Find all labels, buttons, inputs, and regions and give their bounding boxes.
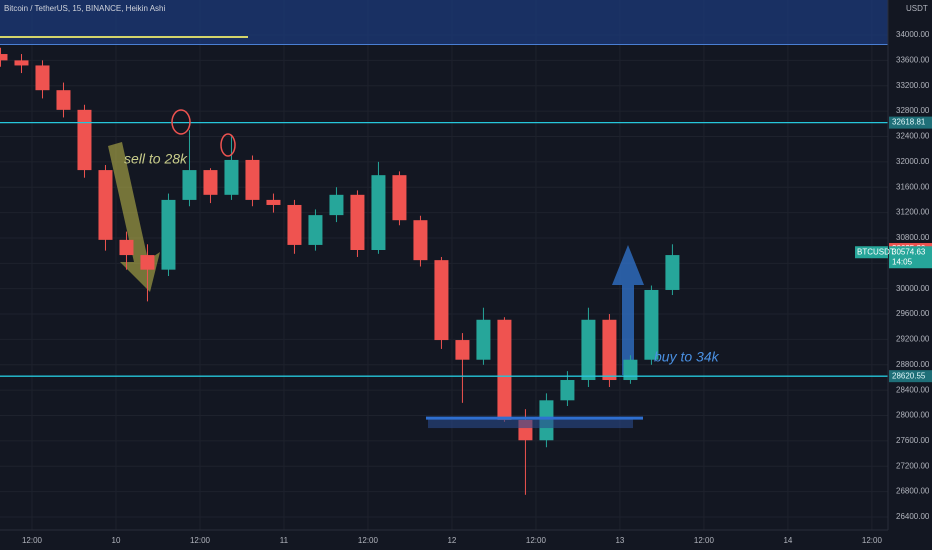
x-tick-label: 12:00: [694, 536, 715, 545]
candle-body: [161, 199, 176, 270]
overlays: [0, 44, 888, 429]
candle-body: [413, 220, 428, 261]
x-tick-label: 10: [112, 536, 121, 545]
candle-body: [644, 289, 659, 360]
symbol-label: BTCUSDT: [857, 247, 895, 256]
candle-body: [665, 255, 680, 290]
y-tick-label: 34000.00: [896, 30, 930, 39]
up-arrow: [612, 245, 644, 375]
price-tag: [889, 246, 932, 269]
x-tick-label: 11: [280, 536, 289, 545]
candle-body: [497, 319, 512, 420]
x-tick-label: 12:00: [358, 536, 379, 545]
y-tick-label: 32800.00: [896, 106, 930, 115]
candle-body: [182, 170, 197, 200]
candle-body: [140, 255, 155, 270]
candle-body: [623, 359, 638, 381]
y-tick-label: 30000.00: [896, 284, 930, 293]
price-axis: [888, 0, 932, 550]
candle-body: [560, 380, 575, 401]
candle-body: [371, 175, 386, 251]
level-tag-label: 28620.55: [892, 371, 926, 380]
y-tick-label: 31600.00: [896, 182, 930, 191]
chart-title: Bitcoin / TetherUS, 15, BINANCE, Heikin …: [4, 4, 165, 13]
level-tag-label: 32618.81: [892, 118, 926, 127]
y-tick-label: 27600.00: [896, 436, 930, 445]
x-tick-label: 14: [783, 536, 792, 545]
circle-marker: [171, 109, 191, 135]
currency-label: USDT: [906, 4, 928, 13]
countdown: 14:05: [892, 257, 913, 266]
candle-body: [35, 65, 50, 91]
y-tick-label: 26400.00: [896, 512, 930, 521]
level-tag: [889, 370, 932, 383]
candle-body: [581, 319, 596, 381]
candle-body: [245, 159, 260, 200]
symbol-tag: [855, 246, 888, 259]
x-tick-label: 12: [447, 536, 456, 545]
candle-body: [602, 319, 617, 381]
x-tick-label: 12:00: [22, 536, 43, 545]
y-tick-label: 33600.00: [896, 55, 930, 64]
candle-body: [14, 60, 29, 66]
candles: [0, 47, 680, 495]
candle-body: [329, 194, 344, 216]
candle-body: [0, 54, 8, 61]
candle-body: [392, 175, 407, 221]
down-arrow: [108, 142, 160, 292]
price-tag-label: 30574.63: [892, 247, 926, 256]
candle-body: [350, 194, 365, 251]
time-axis: [0, 530, 932, 550]
annotation: buy to 34k: [654, 349, 720, 365]
y-tick-label: 28400.00: [896, 385, 930, 394]
x-tick-label: 12:00: [862, 536, 883, 545]
x-tick-label: 13: [615, 536, 624, 545]
annotation: sell to 28k: [124, 151, 188, 167]
candle-body: [287, 204, 302, 245]
x-tick-label: 12:00: [190, 536, 211, 545]
y-tick-label: 26800.00: [896, 487, 930, 496]
candle-body: [119, 239, 134, 256]
y-tick-label: 31200.00: [896, 208, 930, 217]
y-tick-label: 32400.00: [896, 132, 930, 141]
y-tick-label: 29600.00: [896, 309, 930, 318]
circle-marker: [220, 133, 236, 157]
x-tick-label: 12:00: [526, 536, 547, 545]
y-tick-label: 33200.00: [896, 81, 930, 90]
y-tick-label: 30800.00: [896, 233, 930, 242]
candle-body: [98, 170, 113, 240]
y-tick-label: 27200.00: [896, 461, 930, 470]
axis-labels: 26400.00 26800.00 27200.00 27600.00 28000.00…: [22, 30, 932, 545]
candle-body: [434, 260, 449, 341]
candle-body: [308, 215, 323, 245]
candle-body: [476, 319, 491, 360]
y-tick-label: 28000.00: [896, 411, 930, 420]
level-tag: [889, 116, 932, 129]
y-tick-label: 28800.00: [896, 360, 930, 369]
candle-body: [56, 90, 71, 110]
candle-body: [266, 199, 281, 205]
candle-body: [455, 340, 470, 360]
y-tick-label: 29200.00: [896, 335, 930, 344]
candle-body: [203, 170, 218, 195]
support-zone: [428, 418, 633, 429]
candle-body: [77, 109, 92, 171]
y-tick-label: 32000.00: [896, 157, 930, 166]
candle-body: [224, 159, 239, 195]
